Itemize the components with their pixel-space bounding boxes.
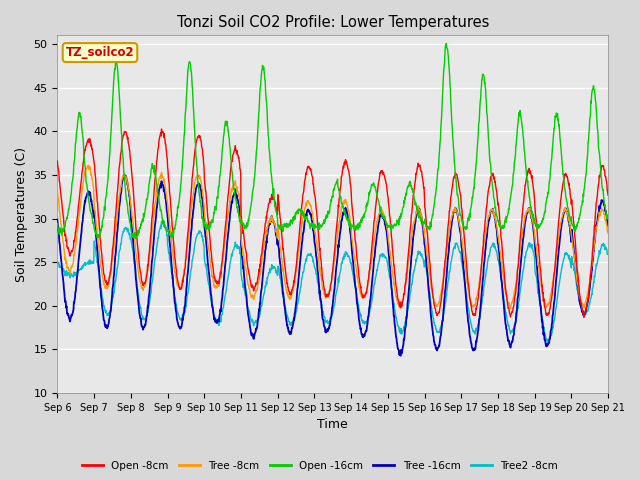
Line: Tree -8cm: Tree -8cm [58, 165, 608, 308]
Tree2 -8cm [157, 219, 165, 225]
Tree -8cm [177, 286, 184, 292]
Open -8cm [540, 298, 547, 304]
Tree -8cm [54, 188, 61, 194]
X-axis label: Time: Time [317, 419, 348, 432]
Tree2 -8cm [604, 252, 612, 257]
Y-axis label: Soil Temperatures (C): Soil Temperatures (C) [15, 147, 28, 282]
Open -16cm [132, 236, 140, 241]
Tree -16cm [177, 326, 184, 332]
Tree -8cm [507, 305, 515, 311]
Title: Tonzi Soil CO2 Profile: Lower Temperatures: Tonzi Soil CO2 Profile: Lower Temperatur… [177, 15, 489, 30]
Tree2 -8cm [539, 319, 547, 325]
Tree2 -8cm [177, 317, 184, 323]
Tree -8cm [491, 210, 499, 216]
Tree2 -8cm [545, 339, 553, 345]
Open -8cm [238, 220, 246, 226]
Open -8cm [54, 158, 61, 164]
Open -16cm [442, 41, 450, 47]
Line: Tree2 -8cm: Tree2 -8cm [58, 222, 608, 342]
Tree -16cm [120, 171, 128, 177]
Tree -8cm [238, 243, 246, 249]
Tree -16cm [54, 216, 61, 222]
Open -8cm [507, 314, 515, 320]
Open -16cm [491, 201, 499, 207]
Open -8cm [419, 175, 426, 180]
Tree -16cm [419, 225, 427, 230]
Open -16cm [177, 189, 184, 194]
Tree -16cm [604, 223, 612, 229]
Tree2 -8cm [419, 254, 426, 260]
Tree2 -8cm [54, 259, 61, 265]
Open -8cm [177, 287, 184, 292]
Line: Tree -16cm: Tree -16cm [58, 174, 608, 356]
Open -16cm [540, 216, 547, 222]
Open -8cm [604, 192, 612, 198]
Open -16cm [163, 228, 171, 234]
Tree -8cm [540, 298, 547, 304]
Open -16cm [238, 221, 246, 227]
Tree -16cm [540, 332, 547, 337]
Open -8cm [163, 155, 171, 160]
Tree2 -8cm [491, 241, 499, 247]
Line: Open -16cm: Open -16cm [58, 44, 608, 239]
Open -16cm [54, 220, 61, 226]
Tree2 -8cm [238, 277, 246, 283]
Legend: Open -8cm, Tree -8cm, Open -16cm, Tree -16cm, Tree2 -8cm: Open -8cm, Tree -8cm, Open -16cm, Tree -… [78, 456, 562, 475]
Tree -16cm [238, 252, 246, 258]
Tree -16cm [397, 353, 404, 359]
Tree -8cm [163, 197, 171, 203]
Line: Open -8cm: Open -8cm [58, 129, 608, 317]
Open -8cm [491, 174, 499, 180]
Open -8cm [157, 126, 165, 132]
Tree -16cm [163, 209, 171, 215]
Tree2 -8cm [163, 233, 171, 239]
Text: TZ_soilco2: TZ_soilco2 [66, 46, 134, 59]
Tree -16cm [491, 216, 499, 222]
Open -16cm [604, 216, 612, 222]
Tree -8cm [604, 230, 612, 236]
Tree -8cm [84, 162, 92, 168]
Tree -8cm [419, 218, 426, 224]
Open -16cm [419, 221, 426, 227]
